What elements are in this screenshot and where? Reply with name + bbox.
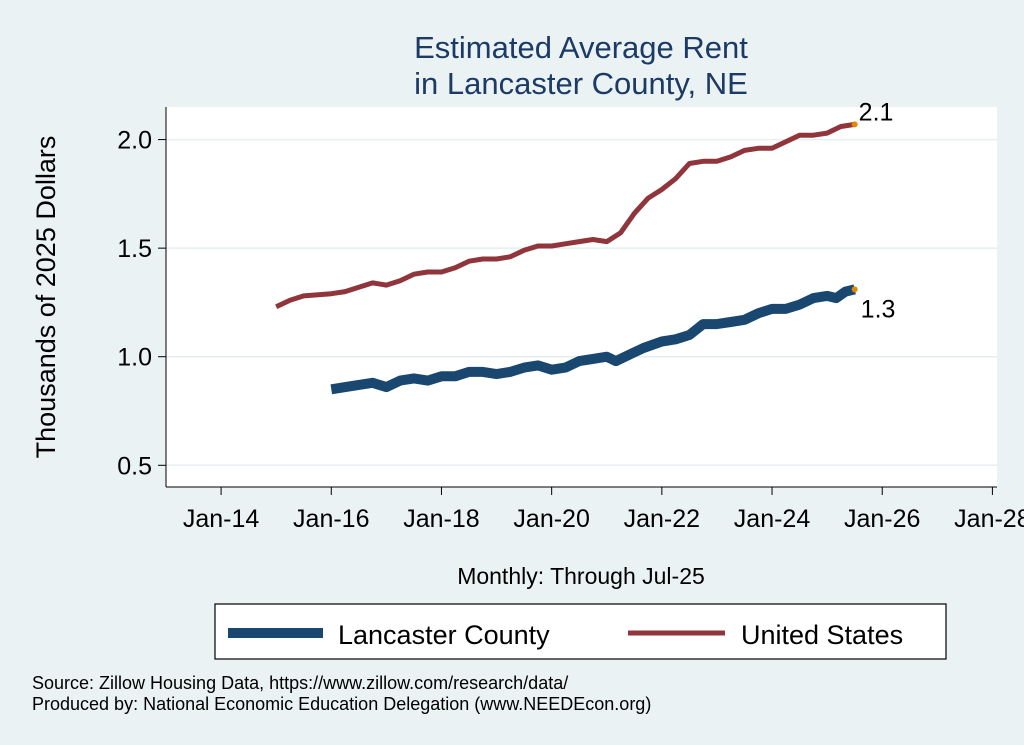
y-tick-label: 1.5 [117, 235, 152, 263]
series-end-label: 1.3 [861, 295, 896, 323]
y-axis-title: Thousands of 2025 Dollars [31, 136, 61, 459]
producer-note: Produced by: National Economic Education… [32, 694, 651, 714]
series-endpoint-marker [851, 121, 858, 128]
series-line-us [275, 121, 856, 310]
x-axis-ticks: Jan-14 Jan-16 Jan-18 Jan-20 Jan-22 Jan-24 Jan-… [183, 487, 1024, 533]
series-lines [275, 121, 858, 395]
x-axis-title: Monthly: Through Jul-25 [457, 563, 705, 589]
x-tick-label: Jan-24 [734, 505, 811, 533]
legend-label-lancaster: Lancaster County [338, 620, 550, 650]
x-tick-label: Jan-20 [513, 505, 589, 533]
y-axis-ticks: 0.5 1.0 1.5 2.0 [117, 127, 166, 480]
chart-title-line-2: in Lancaster County, NE [414, 66, 748, 101]
x-tick-label: Jan-26 [844, 505, 920, 533]
x-tick-label: Jan-22 [624, 505, 700, 533]
x-tick-label: Jan-16 [293, 505, 369, 533]
legend-label-us: United States [741, 620, 903, 650]
x-tick-label: Jan-14 [183, 505, 260, 533]
x-tick-label: Jan-28 [954, 505, 1024, 533]
y-tick-label: 0.5 [117, 452, 152, 480]
x-tick-label: Jan-18 [403, 505, 479, 533]
legend-box [214, 603, 947, 660]
end-labels: 1.3 2.1 [859, 98, 896, 323]
series-line-lancaster [330, 284, 856, 395]
source-note: Source: Zillow Housing Data, https://www… [32, 673, 568, 693]
y-tick-label: 2.0 [117, 127, 152, 155]
series-end-label: 2.1 [859, 98, 894, 126]
series-endpoint-marker [851, 286, 858, 293]
y-tick-label: 1.0 [117, 344, 152, 372]
chart-title-line-1: Estimated Average Rent [414, 30, 748, 65]
